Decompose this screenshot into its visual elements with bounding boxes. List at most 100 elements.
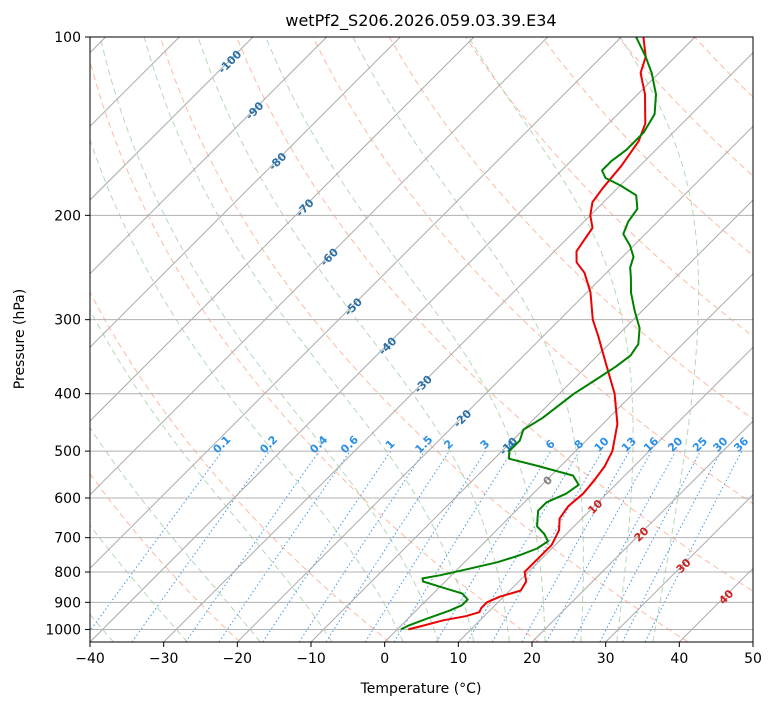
mixing-ratio-line <box>644 450 743 642</box>
y-tick-label: 1000 <box>45 622 81 638</box>
mixing-ratio-line <box>393 450 513 642</box>
dry-adiabat-line <box>159 37 689 642</box>
y-axis-ticks: 100 200 300 400 500 600 700 800 900 1000 <box>45 30 90 638</box>
moist-adiabat-line <box>90 309 333 642</box>
isotherm-line <box>163 51 753 642</box>
isotherm-line <box>384 272 753 642</box>
isotherm-label: -70 <box>293 196 316 219</box>
moist-adiabat-line <box>468 37 634 642</box>
isotherm-label: -40 <box>376 334 399 357</box>
temperature-label: 30 <box>674 556 694 576</box>
isotherm-label: -100 <box>216 47 245 76</box>
y-tick-label: 100 <box>54 30 81 46</box>
x-tick-label: 20 <box>523 651 541 667</box>
pressure-gridlines <box>90 37 753 630</box>
plot-frame <box>89 36 754 643</box>
y-tick-label: 700 <box>54 531 81 547</box>
dewpoint-profile-line <box>400 37 657 631</box>
dry-adiabat-line <box>388 37 753 420</box>
isotherm-label: -50 <box>342 295 365 318</box>
isotherm-line <box>90 37 622 570</box>
dry-adiabat-line <box>541 37 753 257</box>
moist-adiabat-line <box>143 37 475 642</box>
moist-adiabat-line <box>352 37 584 642</box>
x-tick-label: −40 <box>75 651 105 667</box>
moist-adiabat-line <box>99 37 439 642</box>
mixing-ratio-line <box>599 450 701 642</box>
isotherm-line <box>752 641 753 642</box>
mixing-ratio-label: 0.4 <box>307 433 330 456</box>
mixing-ratio-line <box>185 450 320 642</box>
y-tick-label: 900 <box>54 595 81 611</box>
isotherm-line <box>678 567 753 642</box>
isotherm-label: -80 <box>266 150 289 173</box>
temperature-label: 10 <box>585 497 605 517</box>
x-tick-label: 0 <box>380 651 389 667</box>
x-tick-label: −20 <box>223 651 253 667</box>
mixing-ratio-line <box>131 450 270 642</box>
mixing-ratio-label: 0.6 <box>338 433 361 456</box>
y-tick-label: 500 <box>54 444 81 460</box>
dry-adiabat-line <box>236 37 753 592</box>
dry-adiabat-line <box>312 37 753 505</box>
y-axis-label: Pressure (hPa) <box>12 289 28 389</box>
mixing-ratio-label: 25 <box>690 435 710 455</box>
mixing-ratio-label: 3 <box>478 437 493 452</box>
dry-adiabat-line <box>90 472 241 642</box>
mixing-ratio-line <box>262 450 392 642</box>
y-tick-label: 600 <box>54 491 81 507</box>
x-tick-label: 30 <box>597 651 615 667</box>
chart-title: wetPf2_S206.2026.059.03.39.E34 <box>285 11 556 31</box>
dry-adiabat-line <box>465 37 753 338</box>
mixing-ratio-line <box>90 450 223 632</box>
x-axis-label: Temperature (°C) <box>360 681 482 697</box>
mixing-ratio-label: 2 <box>441 437 456 452</box>
mixing-ratio-line <box>218 450 351 642</box>
isotherm-line <box>90 37 328 275</box>
isotherm-line <box>605 493 753 642</box>
x-tick-label: 50 <box>744 651 762 667</box>
mixing-ratio-label: 13 <box>619 435 639 455</box>
mixing-ratio-line <box>621 450 722 642</box>
isotherm-line <box>90 37 401 349</box>
isotherm-line <box>90 37 475 422</box>
mixing-ratio-line <box>572 450 677 642</box>
dry-adiabat-line <box>694 37 753 98</box>
isotherm-label: -60 <box>318 245 341 268</box>
background-lines <box>90 37 775 642</box>
temperature-label: 0 <box>541 473 556 488</box>
temperature-label: 40 <box>716 587 736 607</box>
isotherm-line <box>457 346 753 642</box>
mixing-ratio-line <box>298 450 425 642</box>
profile-series <box>400 37 657 631</box>
dry-adiabat-line <box>90 291 390 642</box>
dry-adiabat-line <box>90 59 540 642</box>
x-tick-label: 10 <box>449 651 467 667</box>
mixing-ratio-line <box>325 450 450 642</box>
mixing-ratio-line <box>435 450 552 642</box>
isotherm-line <box>236 125 753 642</box>
line-labels: 0.1 0.2 0.4 0.6 1 1.5 2 3 4 6 8 10 13 16 20 25 30 36-100-… <box>210 47 751 607</box>
mixing-ratio-label: 0.1 <box>210 433 233 456</box>
mixing-ratio-label: 8 <box>572 437 587 452</box>
dry-adiabat-line <box>771 37 775 642</box>
isotherm-line <box>90 37 254 201</box>
moist-adiabat-line <box>619 37 700 642</box>
y-tick-label: 400 <box>54 387 81 403</box>
isotherm-line <box>90 37 549 496</box>
x-tick-label: 40 <box>670 651 688 667</box>
y-tick-label: 800 <box>54 565 81 581</box>
x-tick-label: −30 <box>149 651 179 667</box>
isotherm-line <box>310 199 753 642</box>
moist-adiabat-line <box>90 524 188 642</box>
x-axis-ticks: −40 −30 −20 −10 0 10 20 30 40 50 <box>75 642 762 667</box>
mixing-ratio-label: 1.5 <box>412 433 435 456</box>
isotherm-line <box>90 37 696 642</box>
moist-adiabat-line <box>265 37 546 642</box>
moist-adiabat-line <box>197 37 510 642</box>
moist-adiabat-line <box>90 138 404 642</box>
isotherm-label: -30 <box>412 373 435 396</box>
isotherm-line <box>531 420 753 642</box>
temperature-label: 20 <box>632 524 652 544</box>
mixing-ratio-line <box>545 450 653 642</box>
